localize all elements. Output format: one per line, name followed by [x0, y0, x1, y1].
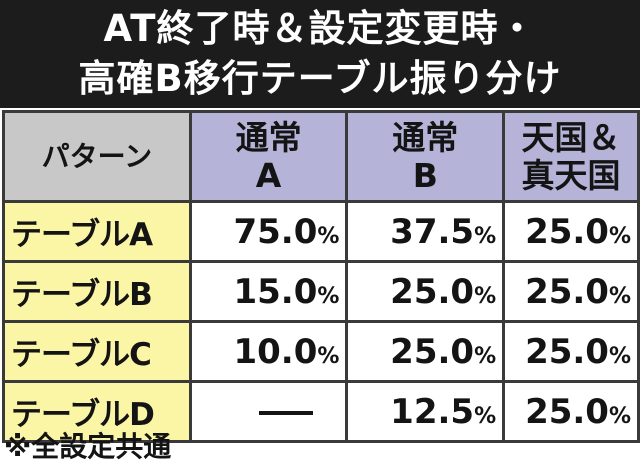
row-label: テーブルA [2, 200, 192, 263]
title-line-2: 高確B移行テーブル振り分け [78, 57, 562, 100]
header-normal-a-line1: 通常 [235, 117, 302, 157]
header-normal-b: 通常 B [345, 110, 506, 203]
header-tengoku: 天国＆ 真天国 [502, 110, 640, 203]
cell-normal-a: 10.0% [188, 320, 349, 383]
cell-tengoku: 25.0% [502, 320, 640, 383]
cell-tengoku: 25.0% [502, 200, 640, 263]
cell-value: 75.0 [233, 211, 318, 252]
cell-value: 25.0 [525, 331, 609, 372]
cell-normal-b: 37.5% [345, 200, 506, 263]
cell-tengoku: 25.0% [502, 380, 640, 443]
header-row: パターン 通常 A 通常 B 天国＆ 真天国 [2, 110, 640, 203]
row-label: テーブルC [2, 320, 192, 383]
footnote: ※全設定共通 [4, 430, 172, 463]
table-row: テーブルC 10.0% 25.0% 25.0% [2, 320, 640, 383]
cell-value: 37.5 [390, 211, 475, 252]
cell-normal-b: 25.0% [345, 320, 506, 383]
percent-sign: % [474, 403, 497, 429]
percent-sign: % [608, 403, 631, 429]
header-normal-a-line2: A [255, 155, 282, 195]
header-tengoku-line2: 真天国 [521, 155, 621, 195]
page-title: AT終了時＆設定変更時・ 高確B移行テーブル振り分け [0, 0, 640, 108]
distribution-table: パターン 通常 A 通常 B 天国＆ 真天国 テーブルA 75.0% 37.5%… [2, 110, 640, 443]
cell-value: 10.0 [233, 331, 318, 372]
percent-sign: % [474, 343, 497, 369]
title-line-1: AT終了時＆設定変更時・ [103, 7, 537, 50]
cell-value: 25.0 [390, 331, 475, 372]
percent-sign: % [317, 283, 340, 309]
cell-value: 25.0 [390, 271, 475, 312]
header-pattern: パターン [2, 110, 192, 203]
percent-sign: % [608, 283, 631, 309]
cell-normal-a: 15.0% [188, 260, 349, 323]
percent-sign: % [608, 223, 631, 249]
dash-mark [259, 411, 314, 415]
table-row: テーブルB 15.0% 25.0% 25.0% [2, 260, 640, 323]
cell-value: 12.5 [390, 391, 475, 432]
cell-value: 25.0 [525, 271, 609, 312]
percent-sign: % [608, 343, 631, 369]
row-label: テーブルD [2, 380, 192, 443]
cell-value: 25.0 [525, 211, 609, 252]
cell-normal-a [188, 380, 349, 443]
header-normal-b-line2: B [412, 155, 438, 195]
cell-value: 15.0 [233, 271, 318, 312]
cell-normal-b: 25.0% [345, 260, 506, 323]
header-normal-b-line1: 通常 [392, 117, 459, 157]
percent-sign: % [317, 223, 340, 249]
percent-sign: % [474, 223, 497, 249]
cell-tengoku: 25.0% [502, 260, 640, 323]
table-row: テーブルA 75.0% 37.5% 25.0% [2, 200, 640, 263]
table-row: テーブルD 12.5% 25.0% [2, 380, 640, 443]
header-tengoku-line1: 天国＆ [521, 117, 621, 157]
cell-value: 25.0 [525, 391, 609, 432]
percent-sign: % [317, 343, 340, 369]
cell-normal-b: 12.5% [345, 380, 506, 443]
cell-normal-a: 75.0% [188, 200, 349, 263]
row-label: テーブルB [2, 260, 192, 323]
percent-sign: % [474, 283, 497, 309]
header-normal-a: 通常 A [188, 110, 349, 203]
